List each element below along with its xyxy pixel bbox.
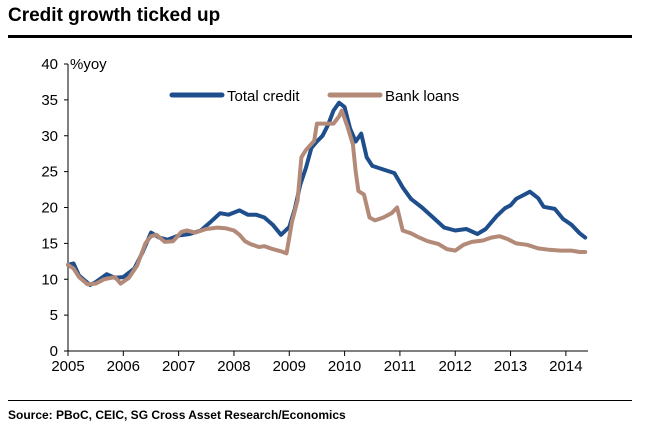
x-tick-label: 2006 bbox=[107, 358, 140, 375]
x-tick-label: 2007 bbox=[162, 358, 195, 375]
x-tick-label: 2005 bbox=[51, 358, 84, 375]
chart-axes: 0 5 10 15 20 25 30 35 40 2005 2006 2007 2008 2009 2010… bbox=[41, 56, 588, 375]
y-tick-label: 40 bbox=[41, 56, 58, 73]
series-layer bbox=[66, 100, 588, 287]
x-tick-label: 2014 bbox=[549, 358, 582, 375]
x-tick-label: 2008 bbox=[217, 358, 250, 375]
y-tick-label: 10 bbox=[41, 271, 58, 288]
chart-legend: Total credit Bank loans bbox=[169, 88, 459, 105]
y-tick-label: 25 bbox=[41, 164, 58, 181]
footer-rule bbox=[8, 400, 632, 401]
y-tick-label: 15 bbox=[41, 235, 58, 252]
y-tick-label: 35 bbox=[41, 92, 58, 109]
legend-label-bank-loans: Bank loans bbox=[385, 88, 459, 105]
x-tick-label: 2009 bbox=[273, 358, 306, 375]
x-tick-label: 2010 bbox=[328, 358, 361, 375]
series-line-bank-loans bbox=[66, 108, 588, 287]
x-tick-label: 2011 bbox=[384, 358, 416, 375]
y-tick-label: 5 bbox=[50, 307, 58, 324]
line-chart: 0 5 10 15 20 25 30 35 40 2005 2006 2007 2008 2009 2010… bbox=[41, 56, 588, 375]
x-tick-label: 2012 bbox=[439, 358, 472, 375]
title-rule bbox=[8, 35, 632, 38]
chart-title: Credit growth ticked up bbox=[8, 5, 221, 26]
y-tick-label: 30 bbox=[41, 128, 58, 145]
legend-label-total-credit: Total credit bbox=[227, 88, 300, 105]
y-tick-label: 20 bbox=[41, 200, 58, 217]
y-axis-unit-label: %yoy bbox=[70, 56, 107, 73]
series-line-total-credit bbox=[66, 100, 588, 287]
x-tick-label: 2013 bbox=[494, 358, 527, 375]
y-tick-label: 0 bbox=[50, 343, 58, 360]
source-note: Source: PBoC, CEIC, SG Cross Asset Resea… bbox=[8, 408, 346, 422]
